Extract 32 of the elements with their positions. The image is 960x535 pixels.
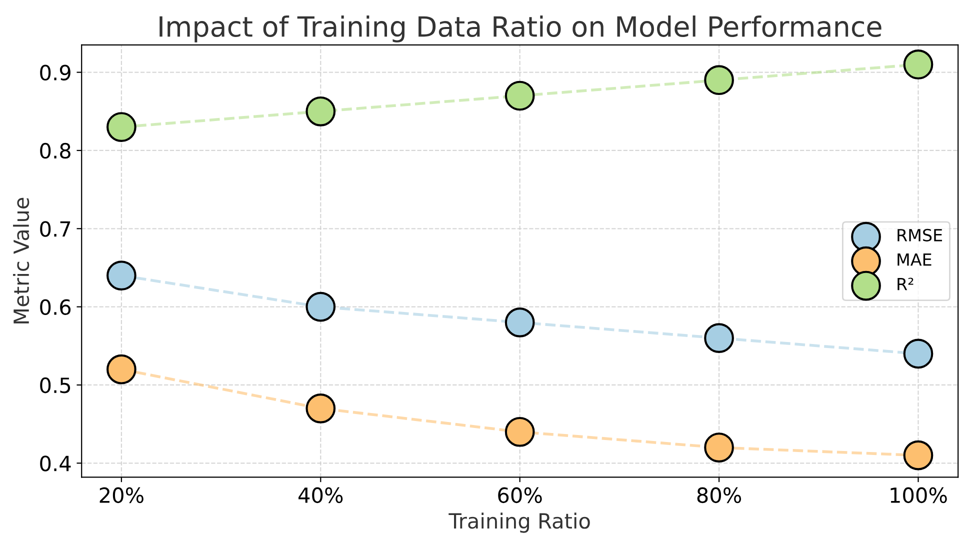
point <box>106 112 136 142</box>
legend-label: R² <box>898 278 914 290</box>
x-tick-label: 40% <box>298 487 343 504</box>
y-tick-label: 0.6 <box>40 299 71 316</box>
point <box>306 292 336 322</box>
point <box>106 354 136 384</box>
x-axis-title: Training Ratio <box>448 512 590 533</box>
x-tick-label: 20% <box>100 487 144 504</box>
point <box>704 432 734 462</box>
y-axis-title: Metric Value <box>13 198 30 324</box>
y-tick-label: 0.4 <box>40 456 71 472</box>
point <box>903 338 934 369</box>
y-tick-label: 0.9 <box>40 64 70 81</box>
point <box>306 96 336 126</box>
point <box>704 323 734 354</box>
y-tick-label: 0.5 <box>40 377 70 394</box>
point <box>106 260 136 290</box>
legend-label: RMSE <box>898 228 942 242</box>
point <box>504 80 535 111</box>
y-tick-label: 0.8 <box>40 142 70 159</box>
point <box>504 416 535 447</box>
x-tick-label: 80% <box>697 487 742 504</box>
point <box>903 50 934 80</box>
point <box>504 308 535 338</box>
x-tick-label: 100% <box>890 487 947 504</box>
legend-label: MAE <box>898 254 932 266</box>
point <box>903 440 934 470</box>
point <box>306 393 336 424</box>
y-tick-label: 0.7 <box>40 221 70 237</box>
x-tick-label: 60% <box>498 487 542 504</box>
chart-title: Impact of Training Data Ratio on Model Performance <box>160 16 882 42</box>
point <box>704 65 734 96</box>
